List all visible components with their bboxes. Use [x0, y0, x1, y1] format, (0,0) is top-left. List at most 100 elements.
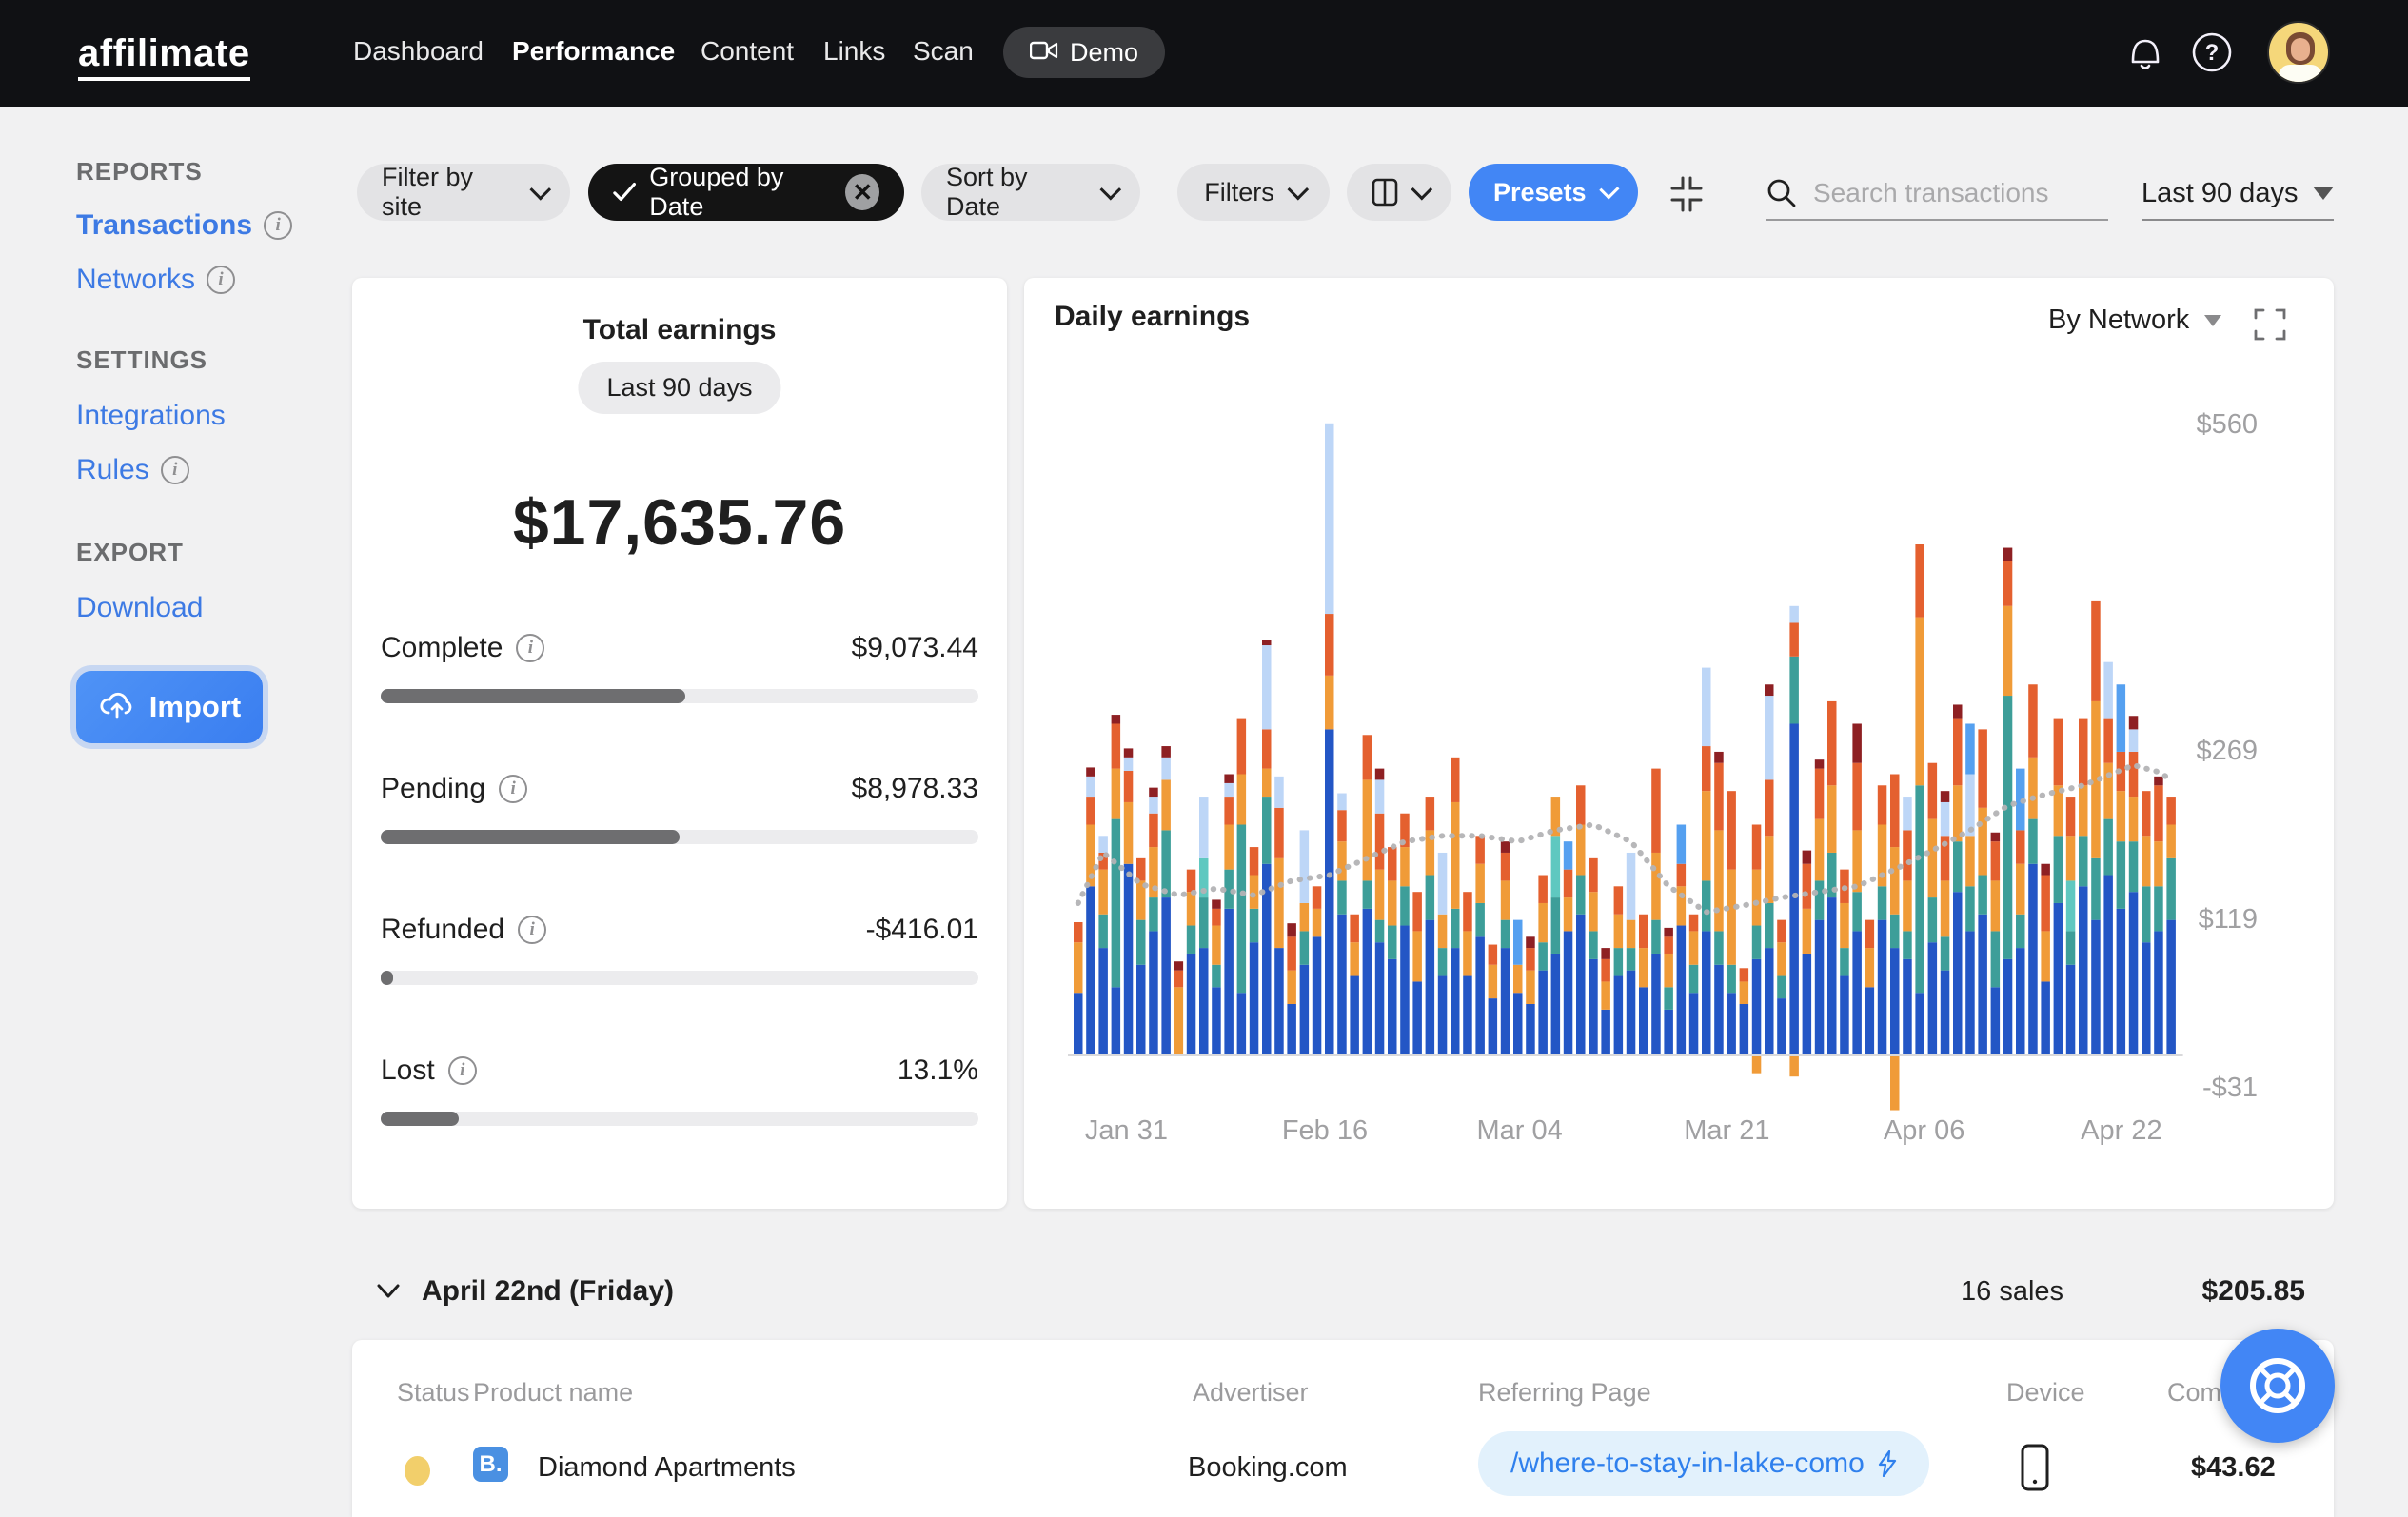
nav-item-performance[interactable]: Performance — [512, 36, 676, 66]
columns-icon — [1372, 178, 1398, 207]
cloud-upload-icon — [98, 688, 136, 726]
avatar-shoulders — [2279, 65, 2322, 82]
x-axis-tick-label: Jan 31 — [1084, 1115, 1168, 1146]
sidebar-item-networks[interactable]: Networks i — [76, 264, 236, 296]
import-button[interactable]: Import — [76, 671, 263, 743]
chevron-down-icon — [1287, 178, 1309, 201]
nav-item-scan[interactable]: Scan — [913, 36, 974, 66]
nav-item-dashboard[interactable]: Dashboard — [353, 36, 484, 66]
col-header-product-name: Product name — [473, 1378, 634, 1407]
lightning-bolt-icon — [1878, 1450, 1896, 1477]
search-input[interactable] — [1813, 178, 2089, 208]
filter-by-site-dropdown[interactable]: Filter by site — [357, 163, 570, 221]
x-axis-tick-label: Apr 06 — [1883, 1115, 1965, 1146]
svg-text:?: ? — [2205, 40, 2220, 66]
search-transactions-field[interactable] — [1766, 167, 2108, 221]
lifebuoy-icon — [2250, 1358, 2305, 1413]
sidebar-item-label: Rules — [76, 454, 149, 485]
nav-item-content[interactable]: Content — [701, 36, 795, 66]
info-icon[interactable]: i — [207, 266, 236, 294]
filters-label: Filters — [1204, 177, 1274, 207]
video-camera-icon — [1029, 38, 1058, 68]
sidebar-section-reports: REPORTS — [76, 157, 203, 186]
daily-earnings-stacked-bar-chart[interactable] — [1024, 278, 2334, 1209]
stat-label: Complete — [381, 632, 503, 663]
info-icon[interactable]: i — [518, 916, 547, 944]
y-axis-tick-label: $119 — [2198, 903, 2258, 935]
col-header-status: Status — [397, 1378, 470, 1407]
top-navigation-bar: affilimate Dashboard Performance Content… — [0, 0, 2408, 107]
info-icon[interactable]: i — [447, 1056, 477, 1085]
info-icon[interactable]: i — [499, 775, 528, 803]
stat-value: 13.1% — [897, 1054, 978, 1086]
info-icon[interactable]: i — [264, 211, 293, 240]
info-icon[interactable]: i — [516, 634, 545, 662]
progress-fill — [381, 830, 680, 844]
daily-earnings-title: Daily earnings — [1055, 301, 1251, 332]
help-icon[interactable]: ? — [2188, 29, 2236, 76]
triangle-down-icon — [2313, 187, 2334, 200]
grouped-by-date-chip[interactable]: Grouped by Date ✕ — [588, 163, 904, 221]
info-icon[interactable]: i — [160, 456, 189, 484]
progress-track — [381, 1112, 978, 1126]
sidebar-item-transactions[interactable]: Transactions i — [76, 209, 293, 242]
stat-value: $9,073.44 — [851, 632, 978, 663]
transactions-table-card: Status Product name Advertiser Referring… — [352, 1340, 2334, 1517]
user-avatar[interactable] — [2267, 21, 2330, 84]
demo-button[interactable]: Demo — [1003, 27, 1166, 78]
filters-dropdown[interactable]: Filters — [1177, 164, 1330, 221]
import-label: Import — [148, 690, 242, 723]
progress-fill — [381, 971, 393, 985]
referring-page-link[interactable]: /where-to-stay-in-lake-como — [1478, 1431, 1929, 1496]
nav-item-links[interactable]: Links — [823, 36, 886, 66]
progress-track — [381, 830, 978, 844]
col-header-advertiser: Advertiser — [1193, 1378, 1309, 1407]
day-group-header: April 22nd (Friday) 16 sales $205.85 — [352, 1258, 2334, 1325]
avatar-face — [2291, 38, 2310, 61]
filter-by-site-label: Filter by site — [382, 163, 474, 221]
progress-track — [381, 689, 978, 703]
x-axis-tick-label: Apr 22 — [2081, 1115, 2162, 1146]
col-header-device: Device — [2006, 1378, 2085, 1407]
sidebar-section-settings: SETTINGS — [76, 345, 208, 374]
grouped-by-date-label: Grouped by Date — [649, 163, 784, 221]
sidebar-item-label: Networks — [76, 264, 196, 295]
stat-row-refunded: Refunded i -$416.01 — [381, 914, 978, 985]
demo-label: Demo — [1070, 37, 1139, 67]
sidebar-item-rules[interactable]: Rules i — [76, 454, 189, 486]
stat-value: $8,978.33 — [851, 773, 978, 804]
notifications-bell-icon[interactable] — [2122, 29, 2169, 76]
sidebar-item-download[interactable]: Download — [76, 592, 203, 624]
sidebar-item-integrations[interactable]: Integrations — [76, 400, 226, 432]
stat-row-complete: Complete i $9,073.44 — [381, 632, 978, 703]
sidebar-item-label: Download — [76, 592, 204, 623]
triangle-down-icon — [2204, 314, 2222, 326]
total-earnings-period-pill: Last 90 days — [578, 362, 781, 414]
remove-filter-icon[interactable]: ✕ — [845, 174, 879, 210]
x-axis-tick-label: Mar 04 — [1476, 1115, 1563, 1146]
date-range-dropdown[interactable]: Last 90 days — [2142, 167, 2334, 221]
chevron-down-icon — [1598, 179, 1620, 200]
support-lifebuoy-button[interactable] — [2220, 1329, 2335, 1443]
collapse-rows-icon[interactable] — [1668, 175, 1706, 218]
sort-by-date-label: Sort by Date — [946, 163, 1028, 221]
checkmark-icon — [613, 183, 637, 202]
app-logo[interactable]: affilimate — [78, 32, 250, 81]
columns-dropdown[interactable] — [1347, 164, 1451, 221]
progress-fill — [381, 1112, 459, 1126]
status-pending-dot — [405, 1456, 430, 1486]
sort-by-date-dropdown[interactable]: Sort by Date — [921, 163, 1140, 221]
group-by-network-dropdown[interactable]: By Network — [2048, 305, 2222, 336]
mobile-device-icon — [2020, 1443, 2050, 1497]
total-earnings-amount: $17,635.76 — [512, 486, 847, 559]
progress-fill — [381, 689, 686, 703]
fullscreen-expand-icon[interactable] — [2252, 306, 2288, 347]
day-group-toggle[interactable]: April 22nd (Friday) — [376, 1275, 674, 1308]
day-group-title: April 22nd (Friday) — [422, 1275, 675, 1307]
total-earnings-card: Total earnings Last 90 days $17,635.76 C… — [352, 278, 1007, 1209]
sidebar-item-label: Integrations — [76, 400, 226, 431]
stat-label: Refunded — [381, 914, 505, 945]
stat-value: -$416.01 — [865, 914, 978, 945]
sidebar-item-label: Transactions — [76, 209, 253, 241]
presets-dropdown[interactable]: Presets — [1469, 164, 1638, 221]
